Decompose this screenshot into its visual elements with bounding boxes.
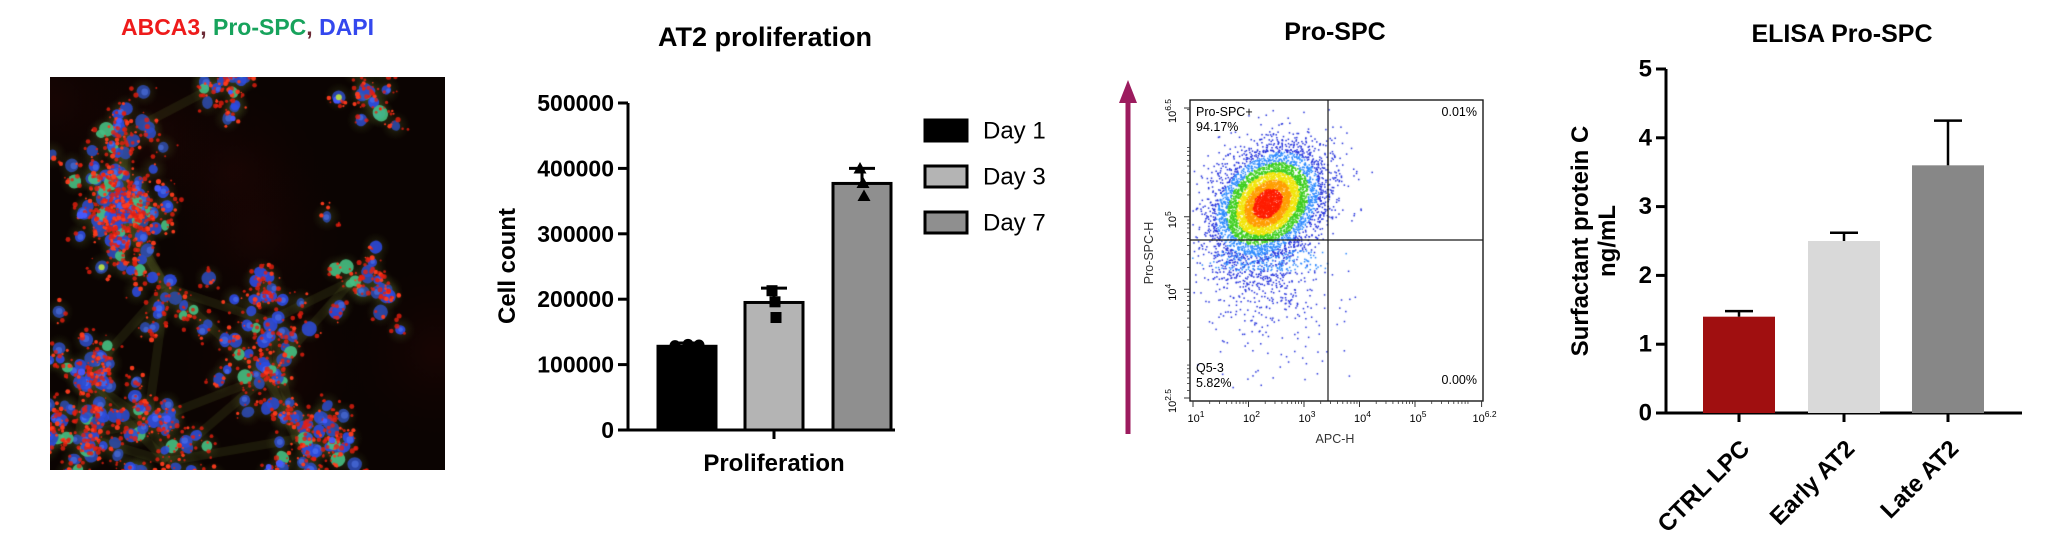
at2-data-point: [669, 340, 681, 352]
flow-x-tick-label: 103: [1299, 409, 1316, 425]
at2-data-point: [766, 285, 778, 297]
legend-swatch-day-1: [923, 118, 969, 143]
flow-plot-frame: 101 102 103 104 105 106.2 102.5 104 105 106.5 Pro-…: [1119, 80, 1497, 434]
elisa-y-tick-label: 2: [1639, 262, 1652, 289]
at2-bar-day-3: [743, 300, 805, 432]
flow-x-tick-label: 101: [1188, 409, 1205, 425]
gate-pct-bottom-left: 5.82%: [1196, 376, 1231, 390]
caption-abca3: ABCA3: [120, 14, 201, 40]
flow-title: Pro-SPC: [1284, 18, 1386, 46]
at2-data-point: [769, 296, 781, 308]
flow-x-axis-label: APC-H: [1315, 432, 1355, 446]
caption-separator: ,: [200, 14, 213, 40]
up-arrow-head: [1119, 80, 1137, 103]
flow-y-tick-label: 105: [1163, 211, 1179, 228]
gate-label-top-left: Pro-SPC+: [1196, 105, 1253, 119]
elisa-chart: 0 1 2 3 4 5 CTRL LPC Early AT2 Late AT2: [1639, 56, 2022, 538]
at2-data-point: [693, 339, 705, 351]
flow-x-tick-label: 106.2: [1473, 409, 1497, 425]
at2-y-tick-label: 500000: [537, 90, 614, 116]
at2-proliferation-chart: 0 100000 200000 300000 400000 500000 Day 1 Day …: [537, 90, 1046, 443]
flow-plot-box: [1189, 99, 1484, 402]
elisa-y-tick-label: 0: [1639, 400, 1652, 427]
elisa-x-category-label: Late AT2: [1875, 435, 1964, 524]
at2-data-point: [770, 312, 782, 324]
at2-y-tick-label: 400000: [537, 155, 614, 181]
at2-y-tick-label: 200000: [537, 286, 614, 312]
legend-label: Day 7: [983, 210, 1046, 237]
flow-x-tick-label: 105: [1410, 409, 1427, 425]
gate-label-bottom-left: Q5-3: [1196, 361, 1224, 375]
flow-y-tick-label: 104: [1163, 283, 1179, 300]
at2-data-point: [682, 338, 694, 350]
gate-pct-bottom-right: 0.00%: [1442, 373, 1477, 387]
at2-data-point: [857, 189, 871, 202]
legend-label: Day 3: [983, 164, 1046, 191]
caption-dapi: DAPI: [319, 14, 375, 40]
legend-label: Day 1: [983, 118, 1046, 145]
elisa-bar-ctrl-lpc: [1703, 316, 1775, 413]
at2-y-tick-label: 0: [601, 417, 614, 443]
legend-swatch-day-7: [923, 210, 969, 235]
gate-pct-top-right: 0.01%: [1442, 105, 1477, 119]
elisa-y-tick-label: 1: [1639, 331, 1652, 358]
flow-y-tick-label: 106.5: [1163, 99, 1179, 123]
legend-swatch-day-3: [923, 164, 969, 189]
micro-caption: ABCA3, Pro-SPC, DAPI: [50, 14, 445, 48]
elisa-x-category-label: CTRL LPC: [1653, 435, 1756, 538]
elisa-y-tick-label: 5: [1639, 56, 1652, 83]
elisa-y-tick-label: 3: [1639, 193, 1652, 220]
elisa-bar-early-at2: [1808, 241, 1880, 413]
flow-x-tick-label: 102: [1243, 409, 1260, 425]
elisa-chart-title: ELISA Pro-SPC: [1751, 20, 1933, 48]
at2-data-point: [853, 162, 867, 174]
caption-separator: ,: [306, 14, 320, 40]
at2-bar-day-1: [656, 344, 718, 432]
at2-bar-day-7: [831, 181, 893, 432]
caption-prospc: Pro-SPC: [212, 14, 307, 40]
microscopy-image: [50, 77, 445, 470]
at2-data-point: [856, 176, 870, 188]
flow-x-tick-label: 104: [1354, 409, 1371, 425]
elisa-bar-late-at2: [1912, 165, 1984, 413]
flow-scatter-plot: [1190, 100, 1483, 401]
at2-chart-title: AT2 proliferation: [657, 22, 872, 52]
at2-y-tick-label: 100000: [537, 352, 614, 378]
at2-y-tick-label: 300000: [537, 221, 614, 247]
elisa-y-tick-label: 4: [1639, 124, 1653, 151]
flow-y-tick-label: 102.5: [1163, 389, 1179, 413]
at2-x-axis-label: Proliferation: [703, 450, 845, 477]
elisa-x-category-label: Early AT2: [1765, 435, 1860, 530]
gate-pct-top-left: 94.17%: [1196, 120, 1238, 134]
